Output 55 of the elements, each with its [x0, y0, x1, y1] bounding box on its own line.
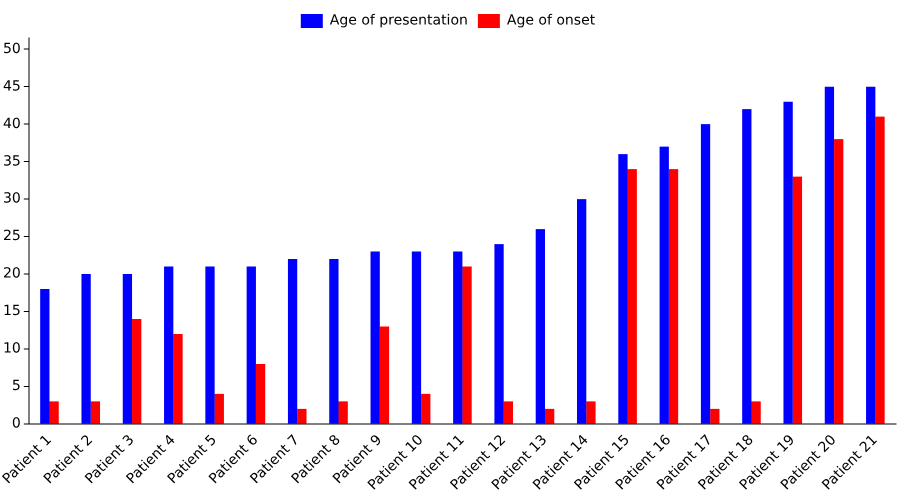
bar — [338, 401, 348, 424]
bar — [370, 252, 380, 424]
bar — [504, 401, 513, 424]
bar — [49, 401, 59, 424]
y-tick-label: 15 — [2, 303, 21, 320]
bar — [494, 244, 504, 424]
bar — [742, 109, 752, 424]
bar — [660, 146, 669, 424]
y-tick-label: 50 — [2, 40, 21, 57]
bar — [875, 116, 885, 424]
bar — [710, 408, 720, 424]
bar — [90, 401, 100, 424]
bar — [783, 102, 793, 424]
bar — [164, 266, 174, 424]
bar — [380, 326, 390, 424]
bar — [329, 259, 339, 424]
y-tick-label: 5 — [12, 378, 21, 394]
y-tick-label: 45 — [2, 78, 21, 94]
bar — [256, 364, 266, 424]
bar — [577, 199, 586, 424]
y-tick-label: 35 — [2, 153, 21, 170]
bar — [412, 252, 422, 424]
bar — [173, 334, 183, 424]
bar — [40, 289, 50, 424]
y-tick-label: 0 — [12, 416, 21, 432]
bar — [122, 274, 132, 424]
y-tick-label: 30 — [2, 190, 21, 207]
bar — [536, 229, 545, 424]
bar — [824, 86, 834, 424]
bar — [834, 139, 844, 424]
bar — [297, 408, 307, 424]
y-tick-label: 20 — [2, 266, 21, 282]
bar — [792, 176, 802, 424]
bar — [246, 266, 256, 424]
legend-label: Age of presentation — [330, 12, 468, 29]
y-tick-label: 40 — [2, 116, 21, 132]
bar — [421, 394, 430, 424]
bar — [205, 266, 215, 424]
bar — [700, 124, 710, 424]
bar — [132, 319, 142, 424]
bar — [586, 401, 596, 424]
bar — [214, 394, 224, 424]
bar — [453, 252, 462, 424]
y-tick-label: 25 — [2, 228, 21, 244]
bar — [288, 259, 298, 424]
bar — [618, 154, 628, 424]
bar — [668, 169, 678, 424]
legend-label: Age of onset — [506, 12, 596, 29]
bar — [866, 86, 876, 424]
bar — [628, 169, 637, 424]
bar — [81, 274, 91, 424]
bar — [544, 408, 554, 424]
bar — [462, 266, 472, 424]
bar — [751, 401, 761, 424]
y-tick-label: 10 — [2, 340, 21, 357]
